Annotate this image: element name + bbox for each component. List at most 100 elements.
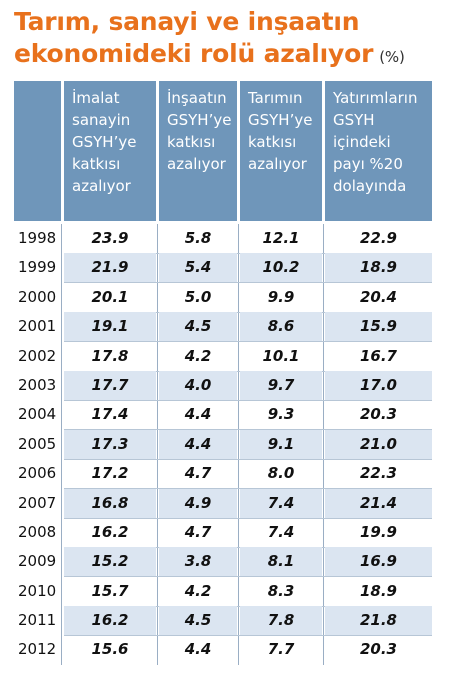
construction-value: 4.7 [184, 464, 212, 483]
row-divider [64, 517, 432, 519]
agriculture-value: 10.1 [262, 346, 300, 365]
investment-value: 18.9 [359, 581, 397, 600]
chart-title: Tarım, sanayi ve inşaatın ekonomideki ro… [14, 6, 444, 73]
header-text: katkısı [167, 133, 216, 151]
column-divider [323, 224, 324, 665]
investment-value: 17.0 [325, 370, 432, 401]
table-row: 2009 15.2 3.8 8.1 16.9 [14, 547, 432, 578]
investment-value: 20.3 [359, 640, 397, 659]
manufacturing-value: 21.9 [64, 253, 156, 283]
row-divider [64, 341, 432, 343]
agriculture-value: 9.3 [267, 405, 295, 424]
table-row: 2012 15.6 4.4 7.7 20.3 [14, 635, 432, 664]
year-cell: 2002 [18, 346, 57, 365]
manufacturing-value: 17.8 [91, 346, 129, 365]
agriculture-value: 7.4 [267, 522, 295, 541]
investment-value: 20.3 [359, 405, 397, 424]
investment-value: 15.9 [325, 312, 432, 342]
investment-value: 21.0 [325, 429, 432, 460]
agriculture-value: 9.9 [267, 287, 295, 306]
manufacturing-value: 16.2 [64, 606, 156, 636]
header-year-cell [14, 81, 61, 221]
investment-value: 21.8 [325, 606, 432, 636]
construction-value: 3.8 [159, 547, 237, 577]
header-text: katkısı [248, 133, 297, 151]
row-divider [64, 635, 432, 637]
title-line-1: Tarım, sanayi ve inşaatın [14, 7, 360, 36]
header-text: azalıyor [167, 155, 226, 173]
agriculture-value: 9.1 [240, 429, 322, 460]
construction-value: 4.4 [184, 405, 212, 424]
construction-value: 4.9 [159, 488, 237, 518]
agriculture-value: 8.0 [267, 464, 295, 483]
investment-value: 21.4 [325, 488, 432, 518]
investment-value: 22.9 [359, 229, 397, 247]
header-text: azalıyor [248, 155, 307, 173]
year-cell: 2003 [18, 375, 57, 394]
agriculture-value: 12.1 [262, 229, 300, 247]
table-row: 2006 17.2 4.7 8.0 22.3 [14, 459, 432, 490]
table-row: 2005 17.3 4.4 9.1 21.0 [14, 429, 432, 460]
header-text: dolayında [333, 177, 407, 195]
header-investment: Yatırımların GSYH içindeki payı %20 dola… [325, 81, 432, 221]
year-cell: 2005 [18, 434, 57, 453]
data-table: İmalat sanayin GSYH’ye katkısı azalıyor … [14, 81, 432, 665]
construction-value: 5.4 [159, 253, 237, 283]
year-cell: 1998 [18, 229, 57, 247]
investment-value: 22.3 [359, 464, 397, 483]
header-text: azalıyor [72, 177, 131, 195]
construction-value: 4.7 [184, 522, 212, 541]
construction-value: 4.2 [184, 581, 212, 600]
header-construction: İnşaatın GSYH’ye katkısı azalıyor [159, 81, 237, 221]
table-row: 1999 21.9 5.4 10.2 18.9 [14, 253, 432, 284]
header-manufacturing: İmalat sanayin GSYH’ye katkısı azalıyor [64, 81, 156, 221]
table-row: 2011 16.2 4.5 7.8 21.8 [14, 606, 432, 637]
header-text: GSYH içindeki [333, 111, 391, 151]
table-row: 2002 17.8 4.2 10.1 16.7 [14, 342, 432, 372]
manufacturing-value: 16.8 [64, 488, 156, 518]
manufacturing-value: 20.1 [91, 287, 129, 306]
year-cell: 2000 [18, 287, 57, 306]
year-cell: 2008 [18, 522, 57, 541]
manufacturing-value: 15.2 [64, 547, 156, 577]
manufacturing-value: 19.1 [64, 312, 156, 342]
year-cell: 2009 [18, 552, 57, 571]
agriculture-value: 10.2 [240, 253, 322, 283]
investment-value: 19.9 [359, 522, 397, 541]
year-cell: 2012 [18, 640, 57, 659]
manufacturing-value: 17.3 [64, 429, 156, 460]
manufacturing-value: 17.4 [91, 405, 129, 424]
table-row: 2003 17.7 4.0 9.7 17.0 [14, 370, 432, 401]
header-text: payı %20 [333, 155, 403, 173]
table-row: 2008 16.2 4.7 7.4 19.9 [14, 518, 432, 548]
year-cell: 2001 [18, 317, 57, 336]
table-row: 2001 19.1 4.5 8.6 15.9 [14, 312, 432, 343]
agriculture-value: 7.8 [240, 606, 322, 636]
year-cell: 2011 [18, 611, 57, 630]
row-divider [64, 458, 432, 460]
header-text: Yatırımların [333, 89, 418, 107]
year-cell: 1999 [18, 258, 57, 277]
title-line-2: ekonomideki rolü azalıyor (%) [14, 38, 444, 73]
year-cell: 2006 [18, 464, 57, 483]
agriculture-value: 8.3 [267, 581, 295, 600]
header-text: Tarımın [248, 89, 303, 107]
agriculture-value: 8.1 [240, 547, 322, 577]
construction-value: 4.4 [184, 640, 212, 659]
header-text: sanayin [72, 111, 131, 129]
table-row: 1998 23.9 5.8 12.1 22.9 [14, 224, 432, 254]
table-row: 2010 15.7 4.2 8.3 18.9 [14, 577, 432, 607]
manufacturing-value: 15.6 [91, 640, 129, 659]
unit-label: (%) [379, 48, 405, 66]
construction-value: 4.4 [159, 429, 237, 460]
manufacturing-value: 16.2 [91, 522, 129, 541]
header-text: İmalat [72, 89, 120, 107]
construction-value: 4.0 [159, 370, 237, 401]
agriculture-value: 9.7 [240, 370, 322, 401]
construction-value: 4.5 [159, 606, 237, 636]
header-text: GSYH’ye [248, 111, 313, 129]
table-row: 2000 20.1 5.0 9.9 20.4 [14, 283, 432, 313]
investment-value: 16.7 [359, 346, 397, 365]
construction-value: 4.2 [184, 346, 212, 365]
row-divider [64, 399, 432, 401]
